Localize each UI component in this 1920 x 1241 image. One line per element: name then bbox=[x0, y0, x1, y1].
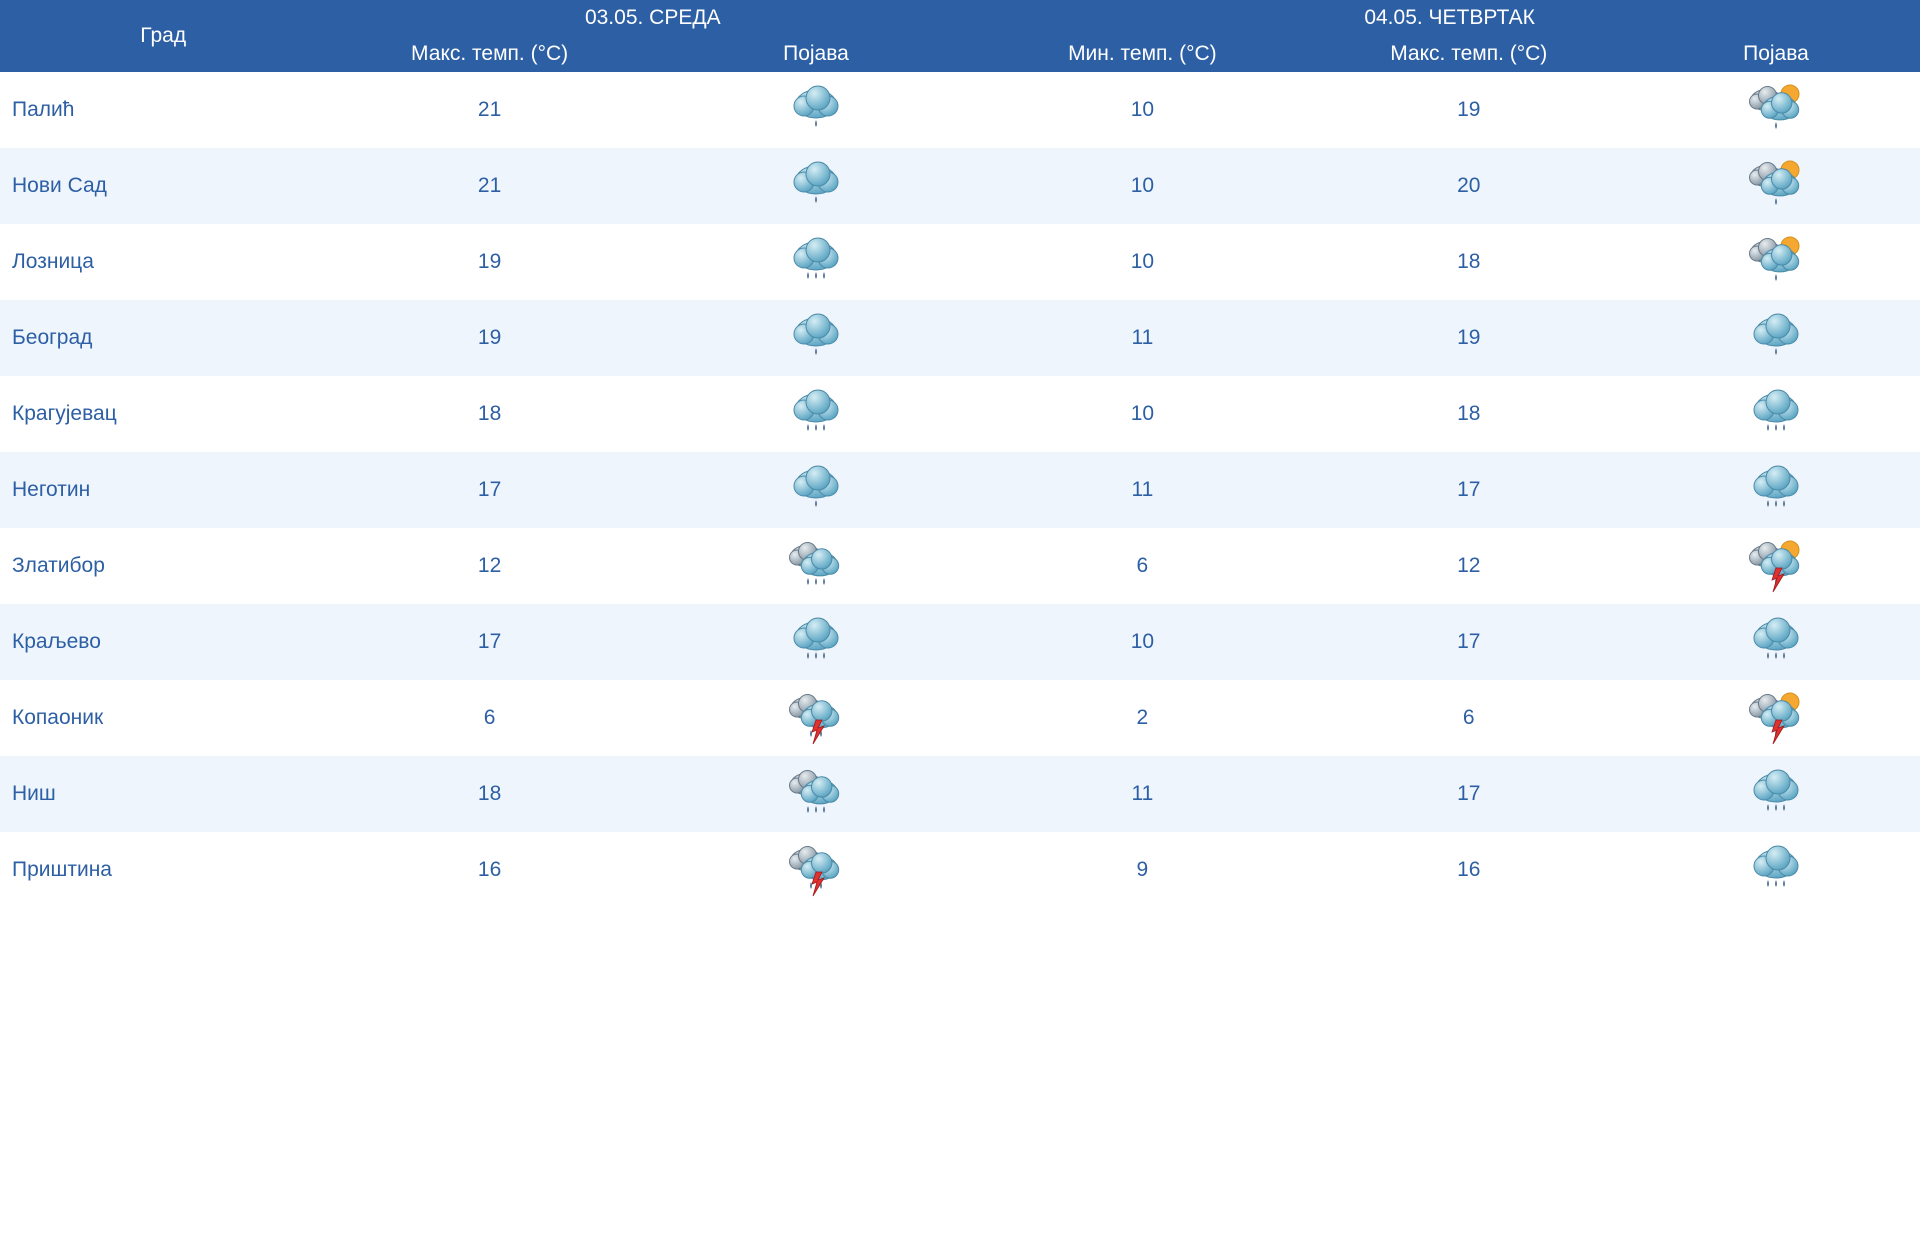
forecast-body: Палић 21 10 19 bbox=[0, 72, 1920, 908]
day2-max-temp: 12 bbox=[1306, 528, 1632, 604]
day2-max-temp: 18 bbox=[1306, 376, 1632, 452]
table-row: Лозница 19 10 18 bbox=[0, 224, 1920, 300]
header-city: Град bbox=[0, 0, 326, 72]
day2-weather-icon bbox=[1632, 452, 1920, 528]
day1-max-temp: 21 bbox=[326, 148, 652, 224]
day2-weather-icon bbox=[1632, 376, 1920, 452]
day2-max-temp: 20 bbox=[1306, 148, 1632, 224]
day2-max-temp: 19 bbox=[1306, 72, 1632, 148]
day2-max-temp: 6 bbox=[1306, 680, 1632, 756]
city-name: Крагујевац bbox=[0, 376, 326, 452]
table-row: Копаоник 6 2 6 bbox=[0, 680, 1920, 756]
day1-weather-icon bbox=[653, 148, 979, 224]
weather-forecast-table: Град 03.05. СРЕДА 04.05. ЧЕТВРТАК Макс. … bbox=[0, 0, 1920, 908]
table-row: Крагујевац 18 10 18 bbox=[0, 376, 1920, 452]
day2-min-temp: 10 bbox=[979, 72, 1305, 148]
day1-max-temp: 17 bbox=[326, 452, 652, 528]
city-name: Ниш bbox=[0, 756, 326, 832]
day2-weather-icon bbox=[1632, 300, 1920, 376]
day1-weather-icon bbox=[653, 832, 979, 908]
city-name: Краљево bbox=[0, 604, 326, 680]
day1-max-temp: 16 bbox=[326, 832, 652, 908]
header-date-row: Град 03.05. СРЕДА 04.05. ЧЕТВРТАК bbox=[0, 0, 1920, 36]
day1-weather-icon bbox=[653, 604, 979, 680]
city-name: Копаоник bbox=[0, 680, 326, 756]
city-name: Нови Сад bbox=[0, 148, 326, 224]
day2-max-temp: 17 bbox=[1306, 452, 1632, 528]
day2-weather-icon bbox=[1632, 756, 1920, 832]
day2-min-temp: 2 bbox=[979, 680, 1305, 756]
city-name: Палић bbox=[0, 72, 326, 148]
day2-max-temp: 17 bbox=[1306, 604, 1632, 680]
day2-weather-icon bbox=[1632, 604, 1920, 680]
day1-max-temp: 12 bbox=[326, 528, 652, 604]
table-row: Ниш 18 11 17 bbox=[0, 756, 1920, 832]
day1-max-temp: 18 bbox=[326, 756, 652, 832]
day2-weather-icon bbox=[1632, 528, 1920, 604]
day2-weather-icon bbox=[1632, 224, 1920, 300]
header-day1-max: Макс. темп. (°C) bbox=[326, 36, 652, 72]
table-row: Краљево 17 10 17 bbox=[0, 604, 1920, 680]
city-name: Приштина bbox=[0, 832, 326, 908]
day2-min-temp: 10 bbox=[979, 376, 1305, 452]
header-day1-cond: Појава bbox=[653, 36, 979, 72]
header-day1-date: 03.05. СРЕДА bbox=[326, 0, 979, 36]
day1-weather-icon bbox=[653, 680, 979, 756]
day1-weather-icon bbox=[653, 756, 979, 832]
day2-max-temp: 16 bbox=[1306, 832, 1632, 908]
table-row: Златибор 12 6 12 bbox=[0, 528, 1920, 604]
day1-weather-icon bbox=[653, 452, 979, 528]
day2-min-temp: 10 bbox=[979, 604, 1305, 680]
day2-max-temp: 19 bbox=[1306, 300, 1632, 376]
day1-max-temp: 21 bbox=[326, 72, 652, 148]
day1-max-temp: 19 bbox=[326, 224, 652, 300]
day2-min-temp: 11 bbox=[979, 300, 1305, 376]
table-row: Палић 21 10 19 bbox=[0, 72, 1920, 148]
table-row: Београд 19 11 19 bbox=[0, 300, 1920, 376]
table-row: Неготин 17 11 17 bbox=[0, 452, 1920, 528]
day1-max-temp: 19 bbox=[326, 300, 652, 376]
day2-max-temp: 17 bbox=[1306, 756, 1632, 832]
day1-weather-icon bbox=[653, 72, 979, 148]
day2-min-temp: 6 bbox=[979, 528, 1305, 604]
day1-max-temp: 18 bbox=[326, 376, 652, 452]
day2-max-temp: 18 bbox=[1306, 224, 1632, 300]
header-day2-cond: Појава bbox=[1632, 36, 1920, 72]
header-day2-date: 04.05. ЧЕТВРТАК bbox=[979, 0, 1920, 36]
day2-weather-icon bbox=[1632, 72, 1920, 148]
table-row: Приштина 16 9 16 bbox=[0, 832, 1920, 908]
day2-min-temp: 11 bbox=[979, 452, 1305, 528]
city-name: Златибор bbox=[0, 528, 326, 604]
day1-weather-icon bbox=[653, 528, 979, 604]
city-name: Лозница bbox=[0, 224, 326, 300]
day2-weather-icon bbox=[1632, 148, 1920, 224]
day1-weather-icon bbox=[653, 376, 979, 452]
day2-min-temp: 10 bbox=[979, 224, 1305, 300]
day2-weather-icon bbox=[1632, 680, 1920, 756]
day2-min-temp: 11 bbox=[979, 756, 1305, 832]
header-day2-min: Мин. темп. (°C) bbox=[979, 36, 1305, 72]
day1-weather-icon bbox=[653, 300, 979, 376]
header-day2-max: Макс. темп. (°C) bbox=[1306, 36, 1632, 72]
day1-max-temp: 17 bbox=[326, 604, 652, 680]
day1-weather-icon bbox=[653, 224, 979, 300]
day2-min-temp: 9 bbox=[979, 832, 1305, 908]
day2-min-temp: 10 bbox=[979, 148, 1305, 224]
city-name: Београд bbox=[0, 300, 326, 376]
day2-weather-icon bbox=[1632, 832, 1920, 908]
day1-max-temp: 6 bbox=[326, 680, 652, 756]
city-name: Неготин bbox=[0, 452, 326, 528]
table-row: Нови Сад 21 10 20 bbox=[0, 148, 1920, 224]
